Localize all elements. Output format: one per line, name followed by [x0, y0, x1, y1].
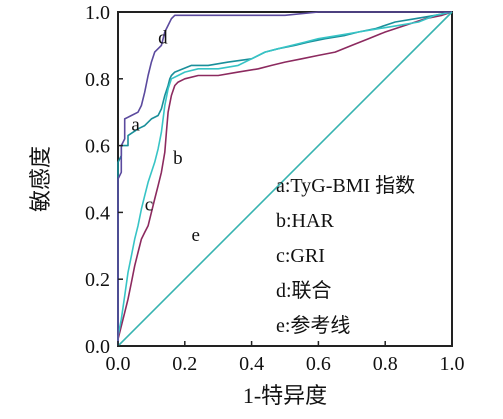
- curve-label-b: b: [173, 148, 183, 169]
- roc-curve-d: [117, 11, 452, 346]
- curve-label-a: a: [131, 115, 140, 136]
- x-tick-label: 0.4: [239, 353, 264, 375]
- series-layer: [117, 11, 453, 347]
- legend-entry-b: b:HAR: [276, 210, 334, 232]
- legend: a:TyG-BMI 指数 b:HAR c:GRI d:联合 e:参考线: [276, 174, 415, 337]
- x-axis-label: 1-特异度: [243, 383, 327, 408]
- legend-entry-a: a:TyG-BMI 指数: [276, 174, 415, 197]
- legend-entry-c: c:GRI: [276, 245, 325, 267]
- y-axis-label: 敏感度: [28, 146, 53, 212]
- y-tick-label: 0.6: [85, 136, 110, 158]
- curve-label-d: d: [158, 28, 168, 49]
- curve-label-e: e: [191, 225, 199, 246]
- roc-curve-b: [117, 11, 453, 346]
- x-tick-label: 0.8: [373, 353, 398, 375]
- roc-curve-e: [117, 11, 453, 347]
- y-tick-label: 1.0: [85, 2, 110, 24]
- x-tick-label: 0.0: [106, 353, 131, 375]
- legend-entry-d: d:联合: [276, 279, 332, 302]
- label-layer: a b c d e: [131, 28, 200, 246]
- roc-curve-c: [117, 11, 453, 346]
- curve-label-c: c: [145, 195, 153, 216]
- x-tick-label: 1.0: [440, 353, 465, 375]
- y-tick-label: 0.2: [85, 269, 110, 291]
- y-tick-label: 0.4: [85, 202, 110, 224]
- y-tick-label: 0.0: [85, 336, 110, 358]
- x-tick-label: 0.2: [172, 353, 197, 375]
- y-tick-label: 0.8: [85, 69, 110, 91]
- x-tick-label: 0.6: [306, 353, 331, 375]
- tick-layer: 0.0 0.2 0.4 0.6 0.8 1.0 0.0 0.2 0.4 0.6 0.8 1.0: [85, 2, 465, 375]
- legend-entry-e: e:参考线: [276, 314, 350, 337]
